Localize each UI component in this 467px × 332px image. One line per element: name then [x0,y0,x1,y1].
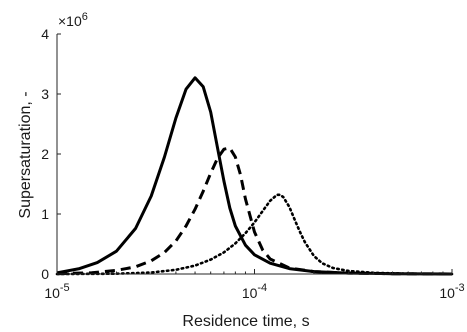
axes-layer [56,34,452,275]
x-tick-label: 10-4 [242,282,267,301]
y-tick-label: 3 [41,86,49,102]
y-axis-label: Supersaturation, - [17,91,34,218]
y-tick-label: 4 [41,26,49,42]
y-tick-label: 2 [41,146,49,162]
series-layer [55,76,454,276]
x-tick-label: 10-5 [44,282,69,301]
x-axis-label: Residence time, s [182,313,309,330]
series-line-dotted [55,193,454,276]
series-line-solid [56,76,453,276]
x-tick-label: 10-3 [439,282,464,301]
ticks-layer: 0 1 2 3 4 10-5 10-4 10-3 [41,26,464,301]
y-tick-label: 0 [41,266,49,282]
series-line-dashed [56,146,453,276]
y-multiplier-label: ×106 [58,11,88,29]
y-tick-label: 1 [41,206,49,222]
